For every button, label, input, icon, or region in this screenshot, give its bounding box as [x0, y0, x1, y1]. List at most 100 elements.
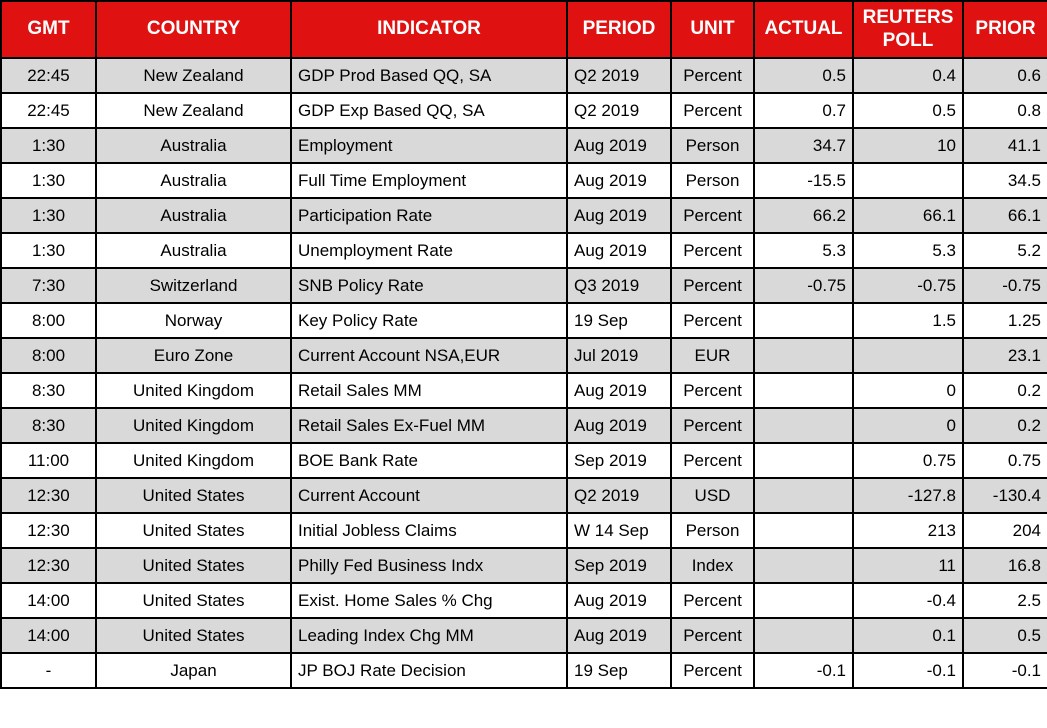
- cell-country: United Kingdom: [95, 407, 292, 444]
- cell-period: Q2 2019: [566, 57, 672, 94]
- cell-unit: Percent: [670, 442, 755, 479]
- cell-unit: USD: [670, 477, 755, 514]
- cell-country: United Kingdom: [95, 442, 292, 479]
- cell-unit: Percent: [670, 407, 755, 444]
- cell-unit: Percent: [670, 652, 755, 689]
- header-row: GMT COUNTRY INDICATOR PERIOD UNIT ACTUAL…: [0, 0, 1047, 59]
- cell-poll: 0.4: [852, 57, 964, 94]
- cell-gmt: 8:30: [0, 372, 97, 409]
- cell-poll: [852, 162, 964, 199]
- cell-period: 19 Sep: [566, 652, 672, 689]
- cell-country: United States: [95, 547, 292, 584]
- table-row: 7:30 Switzerland SNB Policy Rate Q3 2019…: [0, 267, 1047, 304]
- cell-period: Aug 2019: [566, 127, 672, 164]
- table-row: 8:00 Euro Zone Current Account NSA,EUR J…: [0, 337, 1047, 374]
- cell-prior: 41.1: [962, 127, 1047, 164]
- cell-indicator: Current Account NSA,EUR: [290, 337, 568, 374]
- cell-poll: 0.1: [852, 617, 964, 654]
- table-row: 14:00 United States Leading Index Chg MM…: [0, 617, 1047, 654]
- cell-period: Aug 2019: [566, 162, 672, 199]
- cell-period: Jul 2019: [566, 337, 672, 374]
- cell-indicator: Participation Rate: [290, 197, 568, 234]
- cell-poll: 0.75: [852, 442, 964, 479]
- cell-unit: Index: [670, 547, 755, 584]
- cell-period: 19 Sep: [566, 302, 672, 339]
- cell-country: Australia: [95, 162, 292, 199]
- cell-poll: -0.4: [852, 582, 964, 619]
- cell-period: Aug 2019: [566, 407, 672, 444]
- cell-unit: Percent: [670, 582, 755, 619]
- cell-poll: 5.3: [852, 232, 964, 269]
- table-row: - Japan JP BOJ Rate Decision 19 Sep Perc…: [0, 652, 1047, 689]
- cell-prior: 0.2: [962, 372, 1047, 409]
- cell-country: New Zealand: [95, 92, 292, 129]
- cell-unit: Percent: [670, 617, 755, 654]
- cell-country: Norway: [95, 302, 292, 339]
- cell-gmt: 1:30: [0, 162, 97, 199]
- cell-unit: Percent: [670, 57, 755, 94]
- cell-actual: 5.3: [753, 232, 854, 269]
- cell-gmt: 8:00: [0, 337, 97, 374]
- cell-unit: Person: [670, 512, 755, 549]
- cell-prior: 0.2: [962, 407, 1047, 444]
- table-row: 11:00 United Kingdom BOE Bank Rate Sep 2…: [0, 442, 1047, 479]
- cell-indicator: Retail Sales MM: [290, 372, 568, 409]
- cell-poll: -127.8: [852, 477, 964, 514]
- cell-gmt: 12:30: [0, 477, 97, 514]
- table-row: 8:30 United Kingdom Retail Sales MM Aug …: [0, 372, 1047, 409]
- cell-actual: -0.1: [753, 652, 854, 689]
- cell-poll: 0.5: [852, 92, 964, 129]
- cell-unit: Percent: [670, 232, 755, 269]
- cell-country: United States: [95, 477, 292, 514]
- cell-prior: 0.8: [962, 92, 1047, 129]
- cell-poll: 0: [852, 407, 964, 444]
- cell-period: Aug 2019: [566, 232, 672, 269]
- cell-poll: 11: [852, 547, 964, 584]
- cell-actual: [753, 477, 854, 514]
- cell-indicator: Leading Index Chg MM: [290, 617, 568, 654]
- cell-indicator: Philly Fed Business Indx: [290, 547, 568, 584]
- cell-indicator: GDP Prod Based QQ, SA: [290, 57, 568, 94]
- cell-period: Aug 2019: [566, 617, 672, 654]
- cell-country: United Kingdom: [95, 372, 292, 409]
- table-row: 1:30 Australia Participation Rate Aug 20…: [0, 197, 1047, 234]
- cell-prior: -130.4: [962, 477, 1047, 514]
- cell-gmt: -: [0, 652, 97, 689]
- cell-period: Sep 2019: [566, 547, 672, 584]
- cell-period: Q2 2019: [566, 477, 672, 514]
- cell-prior: 23.1: [962, 337, 1047, 374]
- cell-gmt: 12:30: [0, 547, 97, 584]
- cell-indicator: Retail Sales Ex-Fuel MM: [290, 407, 568, 444]
- cell-actual: [753, 337, 854, 374]
- header-actual: ACTUAL: [753, 0, 854, 59]
- cell-actual: [753, 372, 854, 409]
- cell-gmt: 1:30: [0, 232, 97, 269]
- cell-actual: 34.7: [753, 127, 854, 164]
- header-reuters-poll: REUTERS POLL: [852, 0, 964, 59]
- cell-gmt: 14:00: [0, 617, 97, 654]
- cell-unit: Person: [670, 162, 755, 199]
- cell-period: W 14 Sep: [566, 512, 672, 549]
- cell-actual: [753, 302, 854, 339]
- cell-actual: 66.2: [753, 197, 854, 234]
- table-row: 1:30 Australia Unemployment Rate Aug 201…: [0, 232, 1047, 269]
- cell-prior: 0.6: [962, 57, 1047, 94]
- cell-indicator: Current Account: [290, 477, 568, 514]
- cell-indicator: SNB Policy Rate: [290, 267, 568, 304]
- cell-indicator: Unemployment Rate: [290, 232, 568, 269]
- cell-gmt: 22:45: [0, 92, 97, 129]
- cell-indicator: BOE Bank Rate: [290, 442, 568, 479]
- cell-country: United States: [95, 582, 292, 619]
- cell-gmt: 7:30: [0, 267, 97, 304]
- cell-gmt: 12:30: [0, 512, 97, 549]
- cell-indicator: Employment: [290, 127, 568, 164]
- cell-unit: Percent: [670, 267, 755, 304]
- header-prior: PRIOR: [962, 0, 1047, 59]
- cell-actual: [753, 512, 854, 549]
- cell-indicator: GDP Exp Based QQ, SA: [290, 92, 568, 129]
- cell-gmt: 11:00: [0, 442, 97, 479]
- cell-actual: [753, 442, 854, 479]
- cell-poll: -0.75: [852, 267, 964, 304]
- cell-prior: 204: [962, 512, 1047, 549]
- cell-period: Aug 2019: [566, 372, 672, 409]
